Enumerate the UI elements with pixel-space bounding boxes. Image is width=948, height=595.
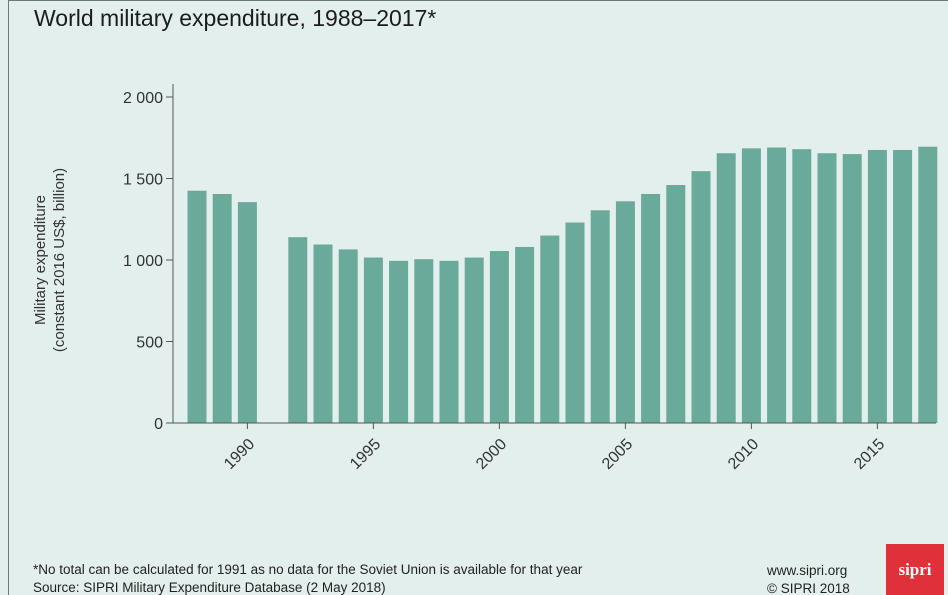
source-note: Source: SIPRI Military Expenditure Datab… <box>33 580 386 595</box>
bar-2013 <box>817 153 837 424</box>
bar-2000 <box>489 251 509 423</box>
x-tick-label: 1990 <box>221 436 258 473</box>
bar-2012 <box>792 149 812 423</box>
x-tick-label: 1995 <box>347 436 384 473</box>
copyright-note: © SIPRI 2018 <box>767 581 850 595</box>
bar-1989 <box>212 193 232 423</box>
bar-2008 <box>691 171 711 423</box>
footnote: *No total can be calculated for 1991 as … <box>33 562 583 577</box>
website-link[interactable]: www.sipri.org <box>767 563 848 578</box>
bar-2016 <box>893 149 913 423</box>
chart-title: World military expenditure, 1988–2017* <box>34 5 437 31</box>
bars <box>187 146 938 424</box>
y-axis-label-line-1: Military expenditure <box>32 195 49 325</box>
y-tick-label: 1 500 <box>123 172 163 189</box>
bar-2009 <box>716 153 736 424</box>
bar-2011 <box>767 147 787 423</box>
bar-1990 <box>237 202 257 423</box>
bar-1992 <box>288 237 308 423</box>
bar-1999 <box>464 257 484 423</box>
bar-1997 <box>414 259 434 423</box>
bar-1993 <box>313 244 333 423</box>
x-axis: 1990 1995 2000 2005 2010 2015 <box>173 422 936 473</box>
bar-2006 <box>641 193 661 423</box>
y-tick-label: 1 000 <box>123 253 163 270</box>
y-tick-label: 0 <box>154 416 163 433</box>
y-tick-label: 500 <box>136 335 163 352</box>
x-tick-label: 2015 <box>851 436 888 473</box>
bar-1988 <box>187 190 207 423</box>
bar-2014 <box>842 154 862 424</box>
x-tick-label: 2005 <box>599 436 636 473</box>
y-axis-label: Military expenditure (constant 2016 US$,… <box>32 168 68 352</box>
bar-2003 <box>565 222 585 423</box>
bar-2004 <box>590 210 610 423</box>
bar-2005 <box>615 201 635 423</box>
bar-2001 <box>515 246 535 423</box>
y-axis: 0 500 1 000 1 500 2 000 <box>123 84 174 433</box>
bar-chart: Military expenditure (constant 2016 US$,… <box>32 84 938 473</box>
bar-1996 <box>389 260 409 423</box>
bar-1995 <box>363 257 383 423</box>
bar-2002 <box>540 235 560 423</box>
bar-2007 <box>666 185 686 423</box>
x-tick-label: 2000 <box>473 436 510 473</box>
panel-left-border <box>8 0 9 595</box>
panel-top-border <box>8 0 948 1</box>
bar-2015 <box>867 149 887 423</box>
sipri-logo: sipri <box>886 544 944 595</box>
x-tick-label: 2010 <box>725 436 762 473</box>
bar-2017 <box>918 146 938 423</box>
bar-1998 <box>439 260 459 423</box>
y-tick-label: 2 000 <box>123 90 163 107</box>
bar-1994 <box>338 249 358 423</box>
bar-2010 <box>741 148 761 423</box>
y-axis-label-line-2: (constant 2016 US$, billion) <box>51 168 68 352</box>
